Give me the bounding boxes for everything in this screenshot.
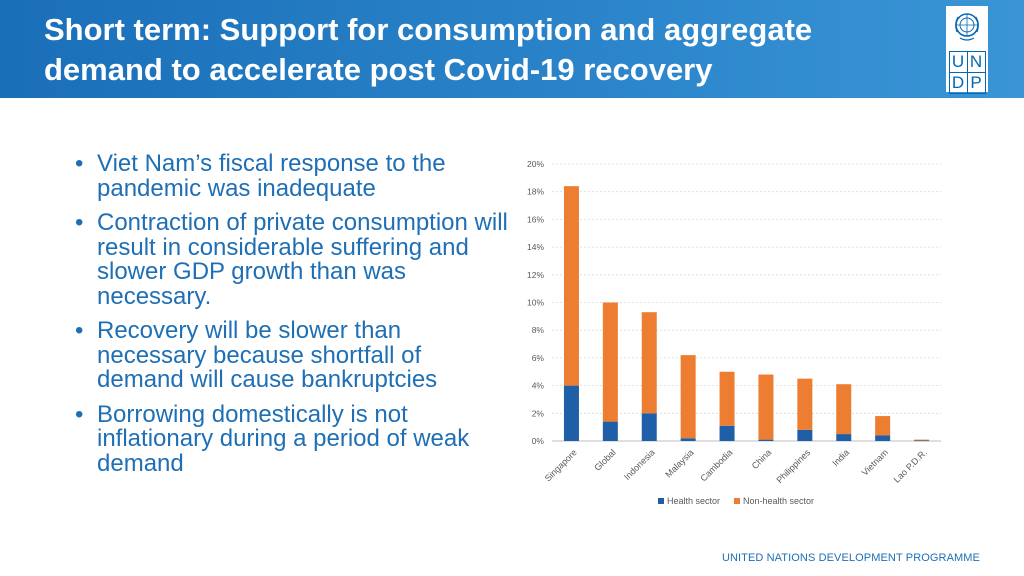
- x-tick-label: India: [830, 447, 851, 468]
- y-tick-label: 4%: [532, 381, 545, 391]
- undp-logo[interactable]: U N D P: [946, 6, 988, 94]
- bar-segment: [836, 434, 852, 441]
- y-tick-label: 2%: [532, 408, 545, 418]
- logo-letter: U: [948, 50, 968, 73]
- bar-segment: [836, 384, 852, 435]
- bar-segment: [641, 413, 657, 441]
- y-tick-label: 10%: [527, 298, 544, 308]
- undp-letter-grid: U N D P: [948, 50, 986, 94]
- bullet-item: Borrowing domestically is not inflationa…: [72, 402, 512, 477]
- legend-label: Health sector: [667, 496, 720, 506]
- y-tick-label: 20%: [527, 159, 544, 169]
- y-tick-label: 6%: [532, 353, 545, 363]
- bar-segment: [875, 416, 891, 436]
- bar-segment: [680, 438, 696, 441]
- x-tick-label: Malaysia: [663, 447, 695, 479]
- logo-letter: D: [948, 71, 968, 94]
- bar-segment: [758, 374, 774, 440]
- bar-segment: [680, 355, 696, 439]
- bar-segment: [641, 312, 657, 414]
- y-tick-label: 18%: [527, 187, 544, 197]
- x-tick-label: Philippines: [774, 447, 812, 485]
- y-tick-label: 14%: [527, 242, 544, 252]
- logo-letter: N: [966, 50, 986, 73]
- y-tick-label: 16%: [527, 214, 544, 224]
- y-tick-label: 12%: [527, 270, 544, 280]
- bar-segment: [914, 440, 930, 442]
- bullet-item: Contraction of private consumption will …: [72, 210, 512, 309]
- bar-segment: [602, 421, 618, 441]
- x-tick-label: Cambodia: [698, 447, 734, 483]
- y-tick-label: 0%: [532, 436, 545, 446]
- bullet-item: Recovery will be slower than necessary b…: [72, 318, 512, 393]
- footer-text: UNITED NATIONS DEVELOPMENT PROGRAMME: [721, 552, 980, 564]
- bar-segment: [914, 439, 930, 441]
- legend-swatch: [658, 498, 664, 504]
- x-tick-label: Global: [592, 447, 617, 472]
- bar-segment: [563, 186, 579, 386]
- bar-segment: [797, 429, 813, 441]
- x-tick-label: Vietnam: [860, 447, 890, 477]
- bullet-item: Viet Nam’s fiscal response to the pandem…: [72, 151, 512, 201]
- x-tick-label: Indonesia: [622, 447, 657, 482]
- x-tick-label: Singapore: [543, 447, 579, 483]
- legend-label: Non-health sector: [743, 496, 814, 506]
- bar-segment: [563, 385, 579, 441]
- page-title: Short term: Support for consumption and …: [44, 12, 813, 87]
- legend-swatch: [734, 498, 740, 504]
- header-banner: Short term: Support for consumption and …: [0, 0, 1024, 98]
- bar-segment: [758, 439, 774, 441]
- logo-letter: P: [966, 71, 986, 94]
- bar-segment: [797, 378, 813, 430]
- bar-segment: [719, 425, 735, 441]
- bullet-list: Viet Nam’s fiscal response to the pandem…: [72, 151, 512, 486]
- x-tick-label: Lao P.D.R.: [892, 447, 929, 484]
- bar-segment: [719, 371, 735, 426]
- bar-segment: [875, 435, 891, 441]
- bar-segment: [602, 302, 618, 422]
- x-tick-label: China: [750, 447, 774, 471]
- y-tick-label: 8%: [532, 325, 545, 335]
- un-emblem-icon: [955, 13, 979, 41]
- stacked-bar-chart: 0% 2% 4% 6% 8% 10% 12% 14% 16% 18% 20% Singapore Glo…: [527, 159, 941, 506]
